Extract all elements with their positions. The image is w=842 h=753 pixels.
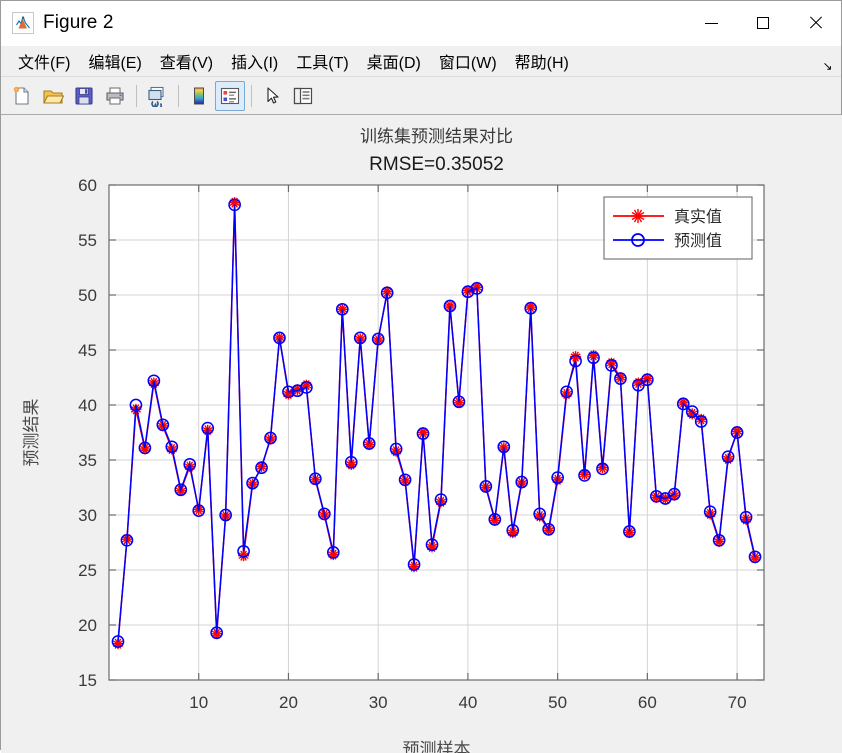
link-plot-icon[interactable] bbox=[142, 81, 172, 111]
series-line-pred bbox=[117, 204, 756, 642]
y-tick-label: 20 bbox=[78, 616, 97, 635]
chart-legend[interactable]: 真实值 预测值 bbox=[603, 196, 753, 260]
menu-help[interactable]: 帮助(H) bbox=[514, 55, 569, 72]
y-tick-label: 40 bbox=[78, 396, 97, 415]
figure-canvas[interactable]: 训练集预测结果对比 RMSE=0.35052 15 20 25 30 35 40 45 50 5… bbox=[1, 115, 842, 753]
tick-layer: 15 20 25 30 35 40 45 50 55 60 10 20 30 40 50 60 70 bbox=[78, 176, 764, 712]
minimize-icon bbox=[704, 22, 718, 24]
toolbar-separator-1 bbox=[136, 84, 137, 107]
marker-asterisk bbox=[631, 209, 645, 223]
y-axis-label: 预测结果 bbox=[22, 399, 42, 467]
x-tick-label: 70 bbox=[728, 693, 747, 712]
menu-desktop[interactable]: 桌面(D) bbox=[366, 55, 421, 72]
open-file-icon[interactable] bbox=[38, 81, 68, 111]
x-tick-label: 60 bbox=[638, 693, 657, 712]
legend-icon[interactable] bbox=[215, 80, 245, 111]
menu-tools[interactable]: 工具(T) bbox=[296, 55, 349, 72]
menu-insert[interactable]: 插入(I) bbox=[231, 55, 279, 72]
x-tick-label: 40 bbox=[458, 693, 477, 712]
prediction-comparison-chart: 训练集预测结果对比 RMSE=0.35052 15 20 25 30 35 40 45 50 5… bbox=[1, 115, 842, 753]
y-tick-label: 45 bbox=[78, 341, 97, 360]
print-figure-icon[interactable] bbox=[100, 81, 130, 111]
marker-asterisk bbox=[417, 427, 429, 438]
legend-box bbox=[603, 196, 753, 260]
grid-layer bbox=[109, 185, 764, 680]
x-tick-label: 10 bbox=[189, 693, 208, 712]
colorbar-icon[interactable] bbox=[184, 81, 214, 111]
marker-asterisk bbox=[713, 535, 725, 547]
chart-subtitle: RMSE=0.35052 bbox=[369, 154, 504, 175]
legend-marker-asterisk bbox=[631, 209, 645, 223]
matlab-figure-icon bbox=[12, 12, 34, 34]
plot-browser-icon[interactable] bbox=[288, 81, 318, 111]
maximize-button[interactable] bbox=[737, 1, 789, 45]
y-tick-label: 60 bbox=[78, 176, 97, 195]
marker-asterisk bbox=[381, 286, 393, 298]
y-tick-label: 25 bbox=[78, 561, 97, 580]
x-axis-label: 预测样本 bbox=[403, 740, 471, 753]
legend-label-true: 真实值 bbox=[674, 207, 722, 226]
y-tick-label: 35 bbox=[78, 451, 97, 470]
legend-label-pred: 预测值 bbox=[674, 231, 722, 250]
y-tick-label: 15 bbox=[78, 671, 97, 690]
figure-toolbar bbox=[1, 76, 841, 115]
marker-asterisk bbox=[489, 515, 501, 526]
close-icon bbox=[808, 16, 822, 30]
axes-background bbox=[109, 185, 764, 680]
minimize-button[interactable] bbox=[685, 1, 737, 45]
marker-asterisk bbox=[731, 425, 743, 437]
menu-bar: 文件(F) 编辑(E) 查看(V) 插入(I) 工具(T) 桌面(D) 窗口(W… bbox=[1, 46, 841, 76]
menu-window[interactable]: 窗口(W) bbox=[438, 55, 497, 72]
axes-frame bbox=[108, 184, 765, 681]
window-title: Figure 2 bbox=[43, 12, 114, 33]
x-tick-label: 50 bbox=[548, 693, 567, 712]
series-markers-pred bbox=[111, 198, 762, 648]
toolbar-separator-2 bbox=[178, 84, 179, 107]
toolbar-separator-3 bbox=[251, 84, 252, 107]
menu-edit[interactable]: 编辑(E) bbox=[88, 55, 142, 72]
save-figure-icon[interactable] bbox=[69, 81, 99, 111]
y-tick-label: 55 bbox=[78, 231, 97, 250]
x-tick-label: 30 bbox=[369, 693, 388, 712]
marker-asterisk bbox=[525, 301, 537, 313]
menu-view[interactable]: 查看(V) bbox=[159, 55, 214, 72]
y-tick-label: 30 bbox=[78, 506, 97, 525]
series-layer bbox=[111, 197, 762, 650]
marker-asterisk bbox=[623, 527, 635, 539]
plot-container: 训练集预测结果对比 RMSE=0.35052 15 20 25 30 35 40 45 50 5… bbox=[1, 115, 842, 753]
y-tick-label: 50 bbox=[78, 286, 97, 305]
matlab-membrane-glyph bbox=[16, 16, 30, 29]
x-tick-label: 20 bbox=[279, 693, 298, 712]
menu-overflow-arrow-icon[interactable]: ↘ bbox=[822, 59, 833, 73]
maximize-icon bbox=[757, 17, 769, 29]
pointer-arrow-icon[interactable] bbox=[257, 81, 287, 111]
new-figure-icon[interactable] bbox=[7, 81, 37, 111]
legend-marker-circle bbox=[631, 233, 645, 247]
title-bar: Figure 2 bbox=[1, 1, 841, 46]
chart-title: 训练集预测结果对比 bbox=[360, 127, 513, 147]
marker-asterisk bbox=[570, 351, 582, 363]
close-button[interactable] bbox=[789, 1, 841, 45]
marker-asterisk bbox=[453, 397, 465, 409]
menu-file[interactable]: 文件(F) bbox=[18, 55, 71, 72]
